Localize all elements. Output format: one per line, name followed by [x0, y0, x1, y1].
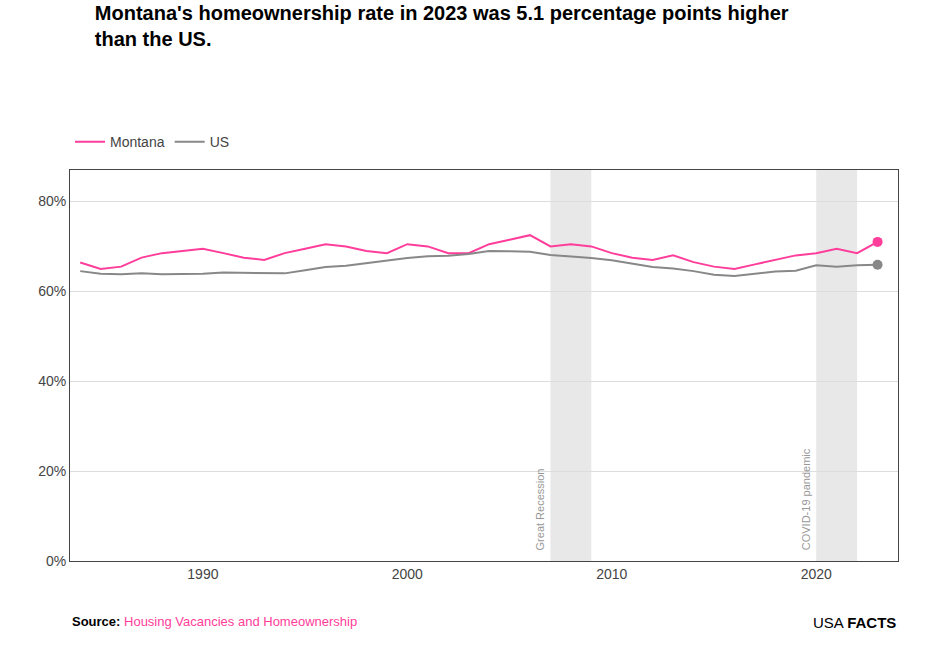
svg-text:US: US	[210, 134, 229, 150]
svg-text:USA FACTS: USA FACTS	[813, 614, 896, 631]
svg-text:40%: 40%	[38, 373, 66, 389]
svg-text:20%: 20%	[38, 463, 66, 479]
svg-text:60%: 60%	[38, 283, 66, 299]
svg-text:2020: 2020	[801, 566, 832, 582]
svg-text:80%: 80%	[38, 193, 66, 209]
svg-text:Great Recession: Great Recession	[534, 469, 546, 551]
svg-text:1990: 1990	[187, 566, 218, 582]
svg-text:Montana's homeownership rate i: Montana's homeownership rate in 2023 was…	[95, 2, 789, 50]
svg-text:2010: 2010	[596, 566, 627, 582]
svg-text:Source: Housing Vacancies and: Source: Housing Vacancies and Homeowners…	[72, 614, 357, 629]
svg-text:Montana: Montana	[110, 134, 165, 150]
svg-text:COVID-19 pandemic: COVID-19 pandemic	[800, 448, 812, 550]
svg-text:2000: 2000	[392, 566, 423, 582]
svg-text:0%: 0%	[46, 553, 66, 569]
